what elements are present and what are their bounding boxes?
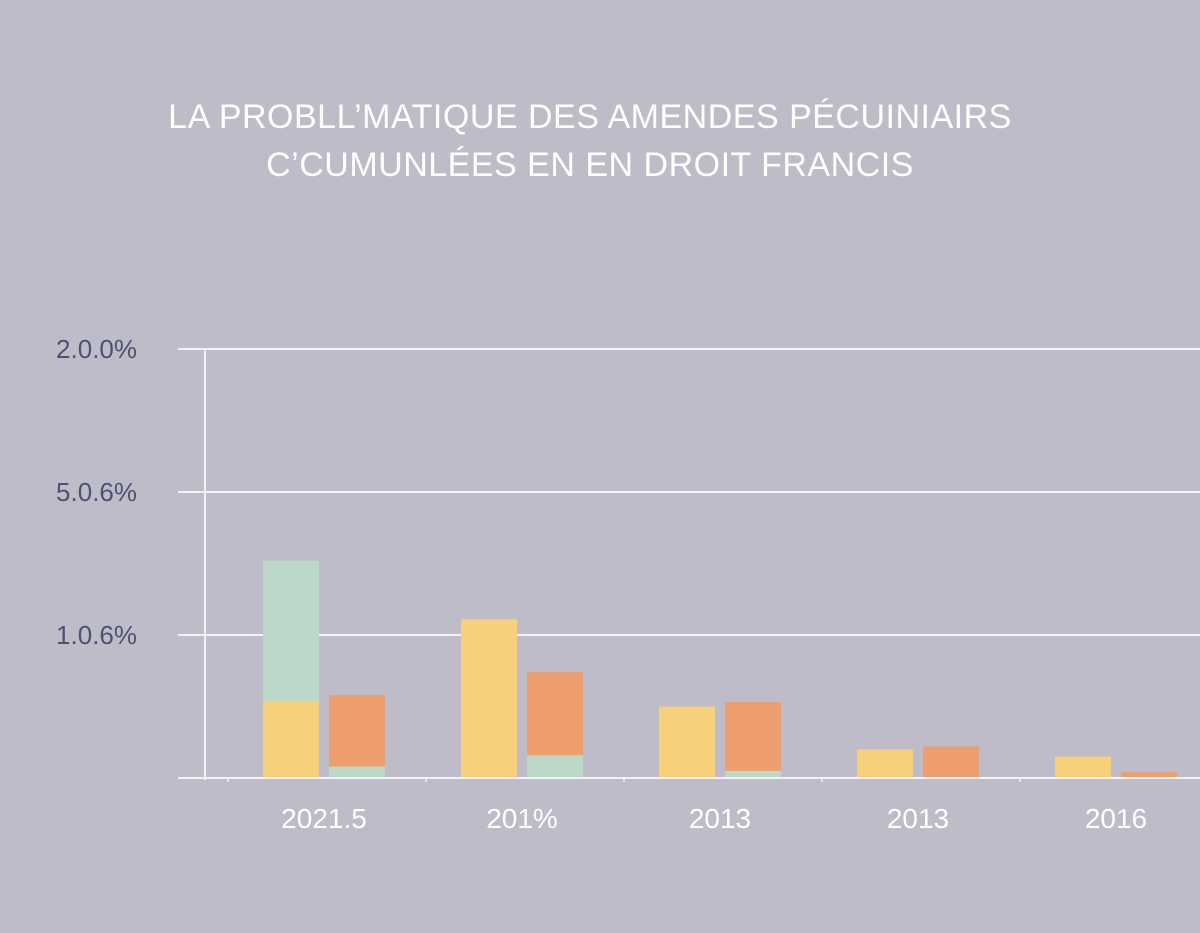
x-axis-ticks: 2021.5 201% 2013 2013 2016 bbox=[281, 803, 1147, 834]
y-axis-ticks: 2.0.0% 5.0.6% 1.0.6% bbox=[56, 334, 137, 650]
bar-segment bbox=[1055, 756, 1111, 778]
bar-segment bbox=[1121, 772, 1177, 778]
bar-segment bbox=[857, 749, 913, 778]
bar-segment bbox=[329, 766, 385, 778]
bar-segment bbox=[527, 755, 583, 778]
bar-segment bbox=[659, 706, 715, 778]
grid-lines bbox=[178, 348, 1200, 636]
bar-segment bbox=[725, 770, 781, 778]
bar-segment bbox=[263, 700, 319, 778]
y-tick-label: 5.0.6% bbox=[56, 477, 137, 507]
bar-segment bbox=[923, 746, 979, 778]
x-tick-label: 2016 bbox=[1085, 803, 1147, 834]
bar-segment bbox=[263, 560, 319, 701]
bar-segment bbox=[527, 672, 583, 756]
chart-title-line-2: C’CUMUNLÉES EN EN DROIT FRANCIS bbox=[266, 146, 914, 184]
x-tick-label: 2021.5 bbox=[281, 803, 367, 834]
x-tick-label: 2013 bbox=[689, 803, 751, 834]
bars bbox=[263, 560, 1177, 778]
chart-title-line-1: LA PROBLL’MATIQUE DES AMENDES PÉCUINIAIR… bbox=[168, 98, 1012, 136]
y-tick-label: 1.0.6% bbox=[56, 620, 137, 650]
x-tick-label: 2013 bbox=[887, 803, 949, 834]
bar-segment bbox=[329, 695, 385, 767]
bar-segment bbox=[725, 702, 781, 771]
axes bbox=[178, 349, 1200, 782]
bar-segment bbox=[461, 619, 517, 778]
x-tick-label: 201% bbox=[486, 803, 558, 834]
y-tick-label: 2.0.0% bbox=[56, 334, 137, 364]
